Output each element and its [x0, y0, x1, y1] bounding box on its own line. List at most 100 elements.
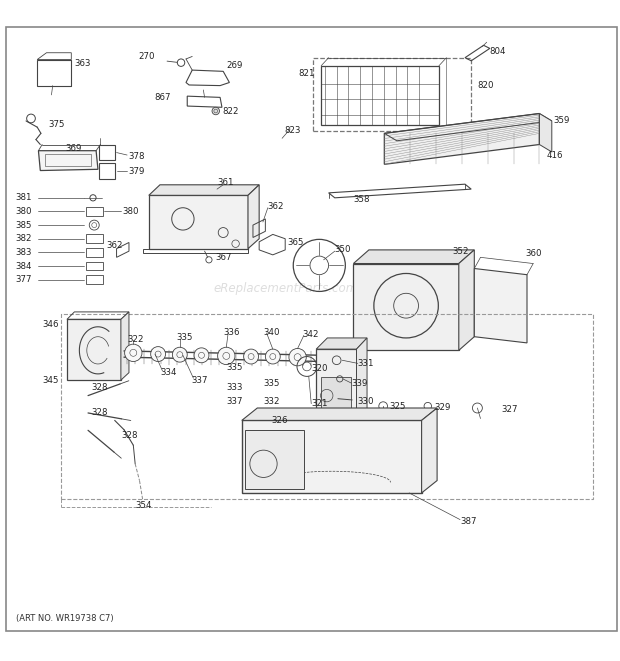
Polygon shape — [353, 264, 459, 350]
Text: 335: 335 — [264, 379, 280, 388]
Text: 345: 345 — [42, 375, 59, 385]
Text: eReplacementParts.com: eReplacementParts.com — [213, 282, 357, 295]
Polygon shape — [356, 338, 367, 420]
Text: 342: 342 — [303, 330, 319, 339]
Text: 384: 384 — [16, 262, 32, 270]
Circle shape — [265, 349, 280, 364]
Circle shape — [244, 349, 259, 364]
Bar — [86, 262, 103, 270]
Text: 329: 329 — [434, 403, 450, 412]
Text: 320: 320 — [311, 364, 328, 373]
Polygon shape — [121, 312, 129, 380]
Text: 361: 361 — [217, 178, 234, 188]
Text: 352: 352 — [453, 247, 469, 256]
Text: 330: 330 — [358, 397, 374, 407]
Polygon shape — [149, 185, 259, 196]
Text: 362: 362 — [107, 241, 123, 250]
Text: 369: 369 — [65, 144, 81, 153]
Text: 346: 346 — [42, 320, 59, 329]
Polygon shape — [242, 408, 437, 420]
Polygon shape — [67, 319, 121, 380]
Circle shape — [125, 344, 142, 362]
Text: 362: 362 — [268, 202, 285, 211]
Text: 269: 269 — [226, 61, 242, 70]
Text: 321: 321 — [311, 399, 328, 408]
Text: 358: 358 — [353, 194, 370, 204]
Circle shape — [218, 347, 235, 365]
Text: (ART NO. WR19738 C7): (ART NO. WR19738 C7) — [16, 614, 113, 623]
Text: 340: 340 — [264, 328, 280, 337]
Text: 383: 383 — [16, 248, 32, 257]
Text: 380: 380 — [16, 207, 32, 216]
Text: 270: 270 — [138, 52, 155, 61]
Bar — [313, 58, 471, 131]
Text: 381: 381 — [16, 193, 32, 202]
Text: 325: 325 — [389, 402, 406, 410]
Polygon shape — [474, 268, 527, 343]
Bar — [86, 207, 103, 215]
Text: 327: 327 — [501, 405, 518, 414]
Text: 385: 385 — [16, 221, 32, 229]
Bar — [99, 145, 115, 160]
Polygon shape — [422, 408, 437, 493]
Polygon shape — [459, 250, 474, 350]
Text: 823: 823 — [284, 126, 301, 136]
Polygon shape — [316, 338, 367, 349]
Text: 332: 332 — [264, 397, 280, 407]
Text: 820: 820 — [477, 81, 494, 90]
Text: 328: 328 — [121, 432, 138, 440]
Text: 359: 359 — [554, 116, 570, 126]
Text: 337: 337 — [191, 375, 208, 385]
Polygon shape — [248, 185, 259, 249]
Bar — [61, 315, 593, 499]
Polygon shape — [149, 196, 248, 249]
Bar — [86, 248, 103, 256]
Text: 416: 416 — [547, 151, 564, 159]
Text: 350: 350 — [335, 245, 352, 254]
Text: 335: 335 — [177, 333, 193, 342]
Bar — [86, 276, 103, 284]
Text: 328: 328 — [92, 408, 108, 417]
Bar — [86, 235, 103, 243]
Text: 337: 337 — [226, 397, 243, 407]
Text: 387: 387 — [460, 517, 477, 526]
Text: 867: 867 — [154, 93, 170, 102]
Circle shape — [172, 347, 187, 362]
Circle shape — [212, 107, 219, 115]
Text: 333: 333 — [226, 383, 243, 392]
Text: 322: 322 — [127, 335, 144, 344]
Text: 375: 375 — [48, 120, 65, 129]
Circle shape — [151, 346, 166, 362]
Bar — [321, 377, 351, 414]
Text: 822: 822 — [222, 106, 239, 116]
Text: 821: 821 — [298, 69, 315, 78]
Polygon shape — [539, 114, 552, 152]
Text: 326: 326 — [272, 416, 288, 425]
Text: 339: 339 — [352, 379, 368, 388]
Circle shape — [289, 348, 306, 366]
Polygon shape — [353, 250, 474, 264]
Text: 804: 804 — [490, 47, 507, 56]
Bar — [99, 163, 115, 178]
Polygon shape — [384, 114, 539, 165]
Text: 378: 378 — [128, 153, 145, 161]
Polygon shape — [316, 349, 356, 420]
Bar — [37, 59, 71, 86]
Text: 328: 328 — [92, 383, 108, 392]
Polygon shape — [38, 151, 98, 171]
Text: 363: 363 — [74, 59, 91, 68]
Text: 331: 331 — [358, 359, 374, 368]
Circle shape — [194, 348, 209, 363]
Text: 335: 335 — [226, 363, 243, 372]
Text: 334: 334 — [160, 368, 177, 377]
Text: 365: 365 — [287, 238, 304, 247]
Text: 360: 360 — [526, 249, 542, 258]
Bar — [321, 65, 439, 125]
Text: 377: 377 — [16, 275, 32, 284]
Text: 380: 380 — [123, 207, 140, 216]
Text: 336: 336 — [223, 328, 240, 337]
Bar — [245, 430, 304, 488]
Text: 382: 382 — [16, 234, 32, 243]
Text: 379: 379 — [128, 167, 144, 176]
Bar — [45, 154, 91, 166]
